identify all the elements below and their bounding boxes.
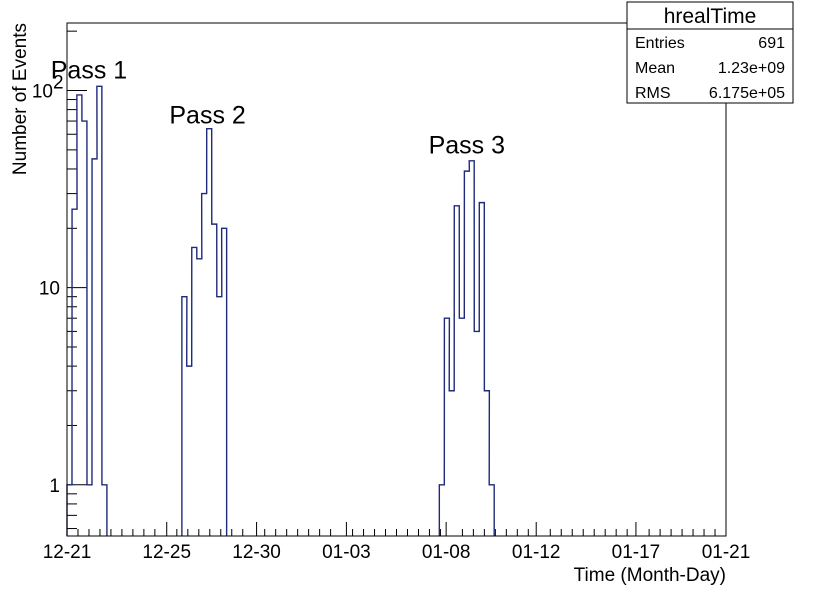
stats-mean-value: 1.23e+09 — [718, 60, 785, 77]
x-tick-labels: 12-21 12-25 12-30 01-03 01-08 01-12 01-17 01-21 — [43, 542, 751, 563]
stats-rms-label: RMS — [635, 85, 671, 102]
x-tick-label: 12-30 — [232, 542, 281, 563]
stats-box-title: hrealTime — [664, 5, 757, 28]
pass-label: Pass 2 — [169, 102, 245, 130]
pass-label: Pass 3 — [429, 131, 505, 159]
pass-label: Pass 1 — [51, 57, 127, 85]
x-tick-label: 01-17 — [612, 542, 661, 563]
plot-frame — [66, 22, 727, 537]
pass-annotations: Pass 1 Pass 2 Pass 3 — [51, 57, 505, 160]
histogram-series — [66, 85, 495, 536]
stats-rms-value: 6.175e+05 — [709, 85, 785, 102]
x-tick-label: 01-03 — [322, 542, 371, 563]
stats-box: hrealTime Entries 691 Mean 1.23e+09 RMS … — [626, 1, 794, 104]
stats-entries-value: 691 — [758, 35, 785, 52]
y-tick-label: 10 — [39, 279, 60, 300]
x-tick-label: 12-21 — [43, 542, 92, 563]
y-tick-label: 1 — [49, 476, 60, 497]
y-axis-title: Number of Events — [10, 23, 31, 175]
histogram-outline — [66, 85, 495, 536]
x-tick-label: 01-12 — [512, 542, 561, 563]
stats-entries-label: Entries — [635, 35, 685, 52]
y-tick-label: 10 — [32, 82, 53, 103]
x-tick-label: 12-25 — [142, 542, 191, 563]
x-axis-title: Time (Month-Day) — [574, 565, 726, 586]
stats-mean-label: Mean — [635, 60, 675, 77]
stats-box-frame — [626, 1, 794, 104]
x-tick-label: 01-21 — [702, 542, 751, 563]
y-tick-label-exponent: 2 — [53, 73, 64, 94]
x-tick-label: 01-08 — [422, 542, 471, 563]
